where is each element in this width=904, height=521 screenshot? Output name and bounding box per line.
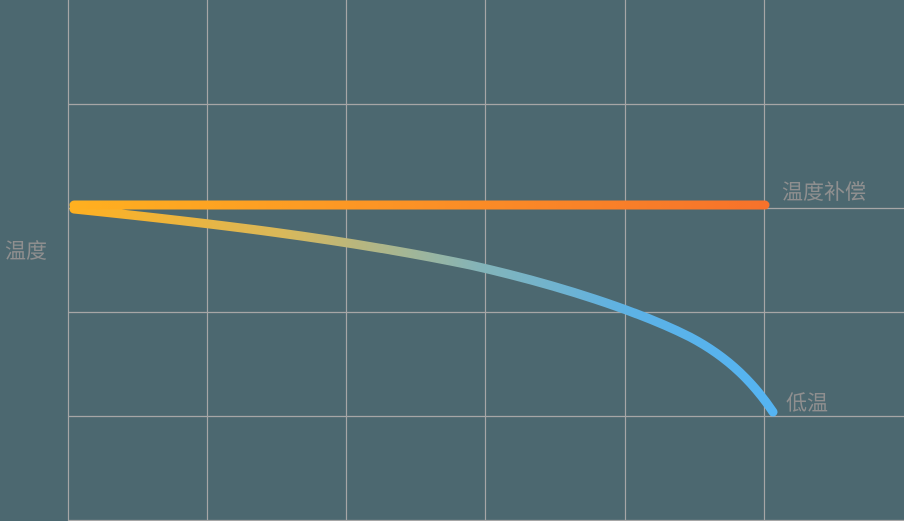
series-low-temp-line xyxy=(69,204,778,417)
series-label-temp-comp: 温度补偿 xyxy=(782,180,866,204)
series-label-low-temp: 低温 xyxy=(786,391,828,415)
y-axis-label: 温度 xyxy=(5,239,47,263)
grid xyxy=(67,0,904,521)
